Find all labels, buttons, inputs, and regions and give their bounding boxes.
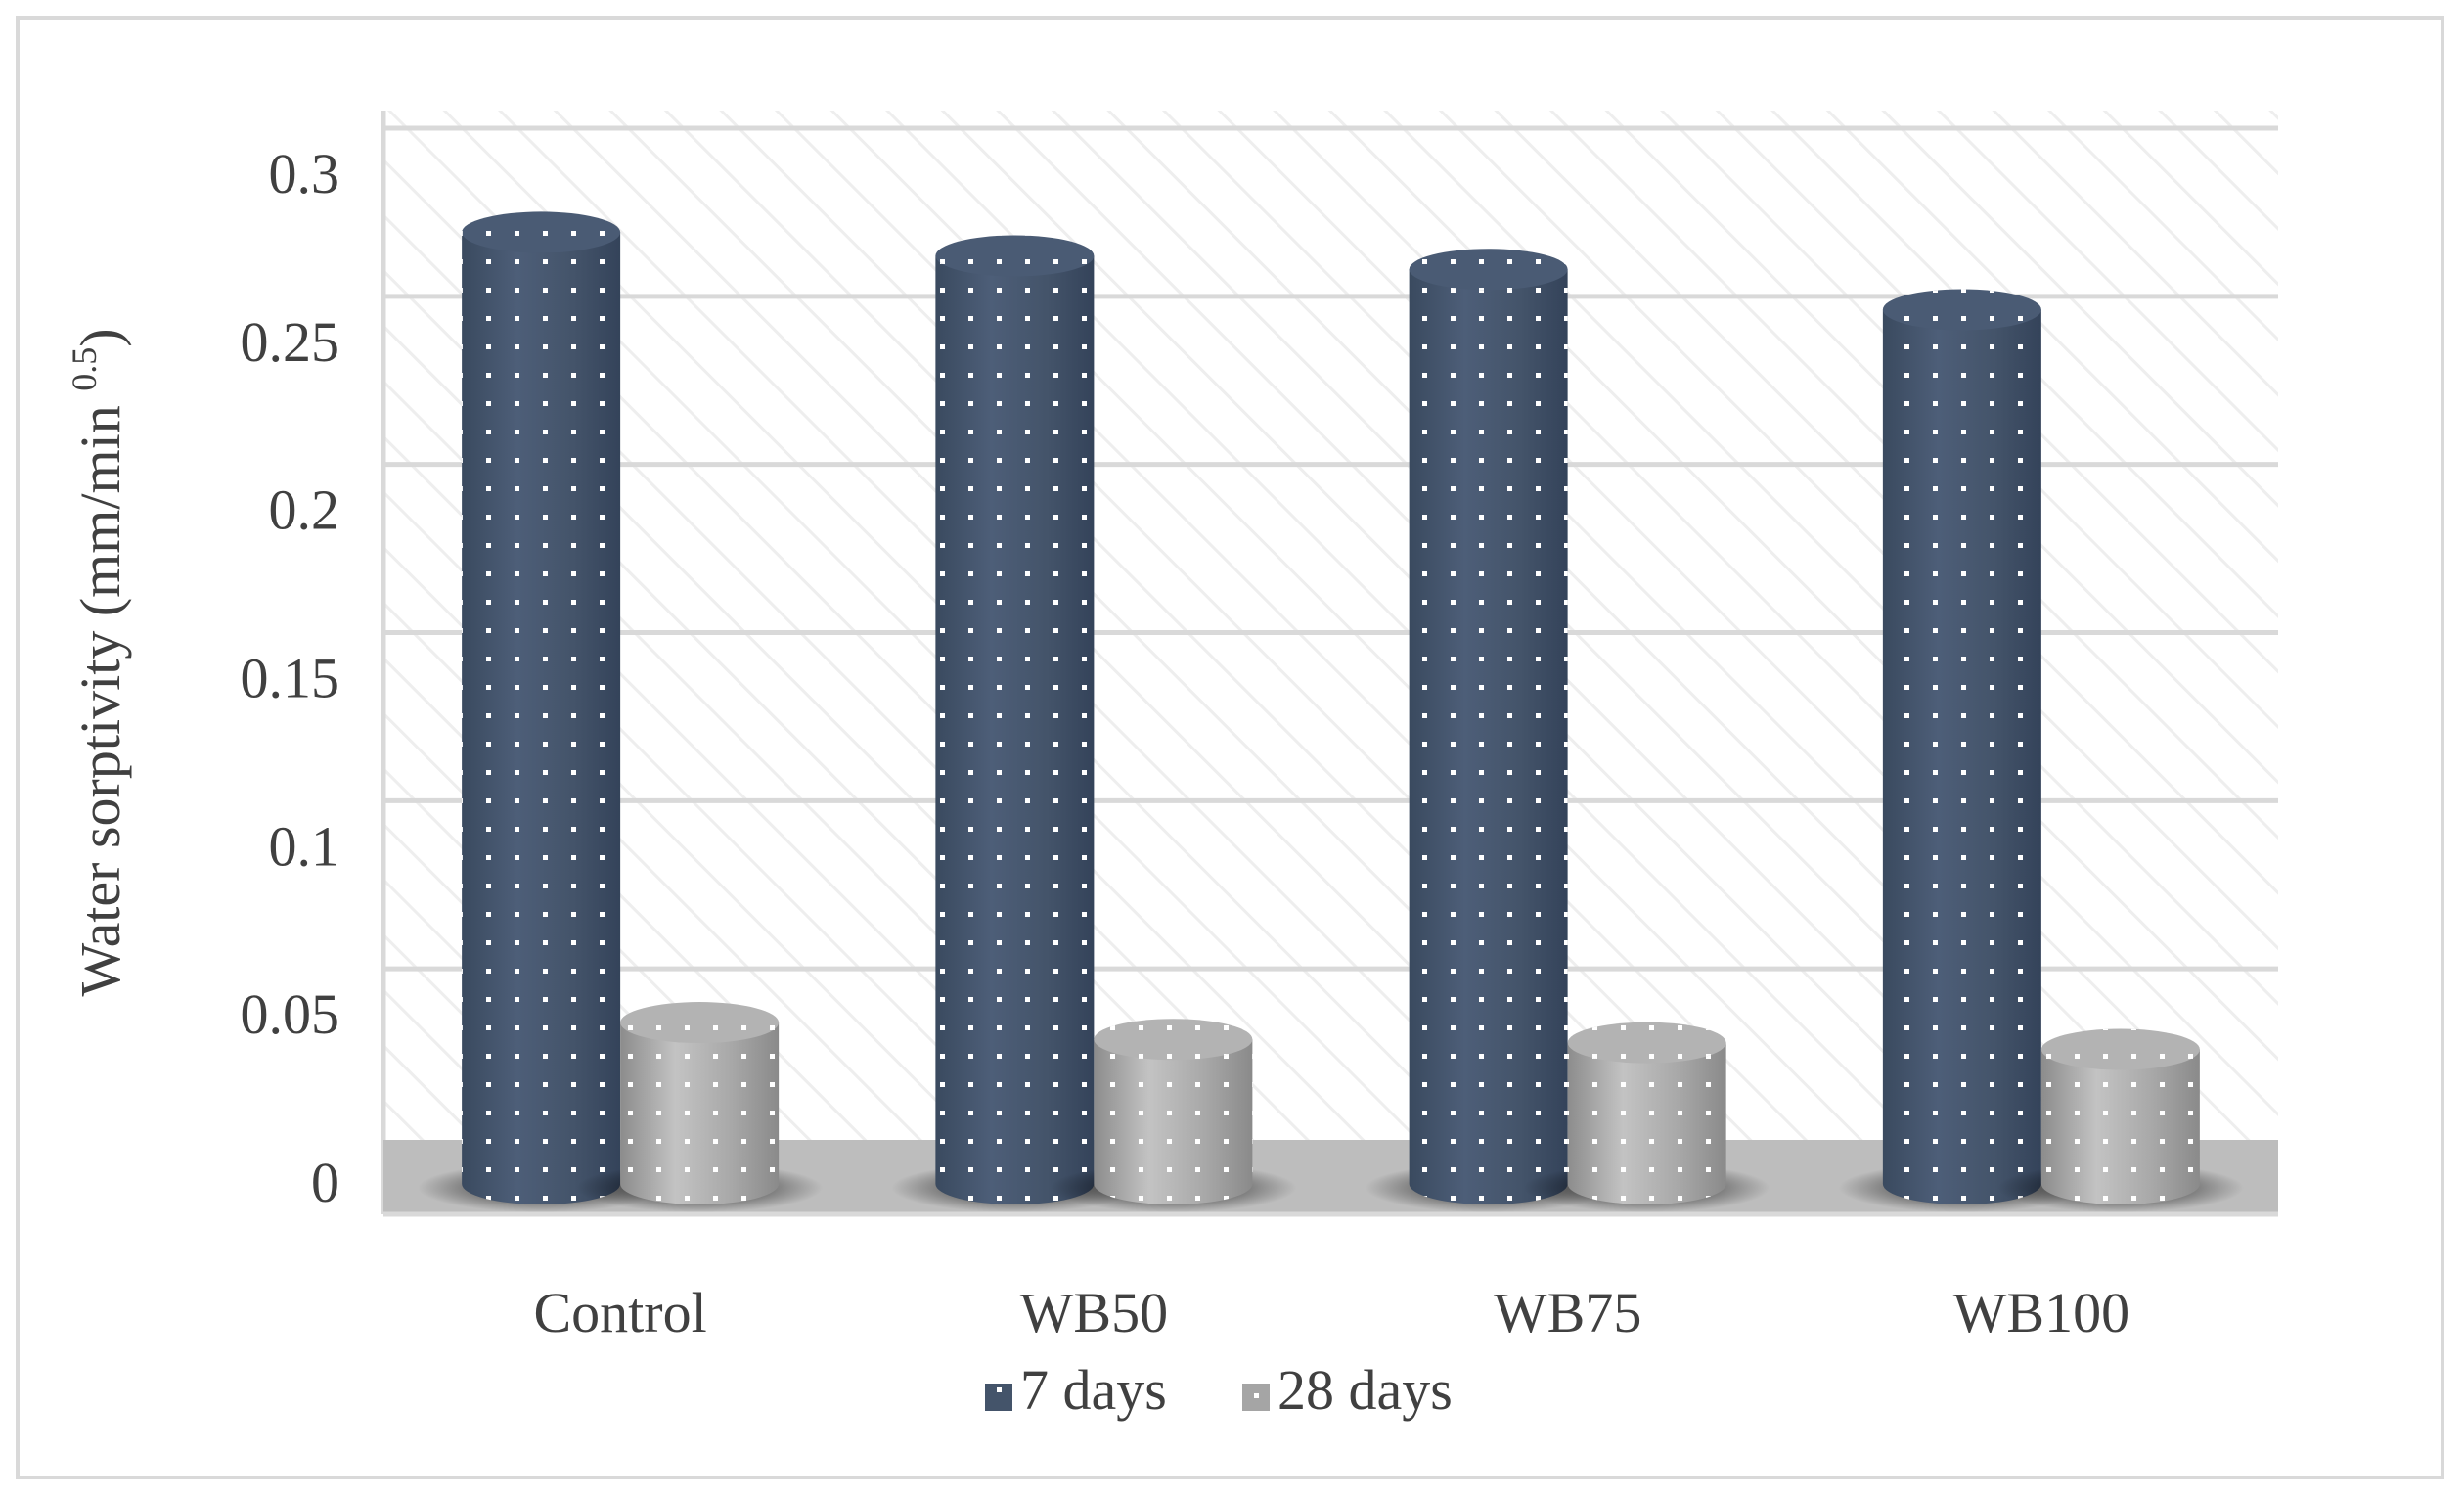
x-tick-label: WB100: [1953, 1281, 2129, 1344]
legend-label-7-days: 7 days: [1020, 1358, 1167, 1422]
bar-top-dots: [1409, 249, 1568, 291]
bar-7-days-WB75: [1365, 249, 1612, 1212]
chart-frame: 0 0.05 0.1 0.15 0.2 0.25 0.3 Control WB50 WB75 WB…: [16, 16, 2444, 1479]
y-tick-label: 0: [311, 1151, 339, 1214]
y-axis-title: Water sorptivity (mm/min 0.5): [65, 328, 132, 996]
legend: 7 days 28 days: [985, 1358, 1453, 1422]
x-tick-label: Control: [534, 1281, 707, 1344]
x-tick-labels: Control WB50 WB75 WB100: [534, 1281, 2130, 1344]
bar-dots: [462, 232, 621, 1204]
bar-28-days-Control: [576, 1002, 824, 1212]
y-tick-label: 0.1: [269, 814, 340, 878]
bar-28-days-WB100: [1996, 1028, 2244, 1212]
bar-dots: [620, 1022, 780, 1204]
bar-top-dots: [462, 211, 621, 253]
bar-28-days-WB50: [1050, 1019, 1297, 1212]
bar-dots: [2040, 1049, 2200, 1204]
y-axis-title-close: ): [68, 328, 132, 346]
bar-top-dots: [2040, 1028, 2200, 1070]
bar-top-dots: [1882, 289, 2041, 331]
y-tick-label: 0.15: [241, 647, 340, 710]
y-axis-title-main: Water sorptivity (mm/min: [68, 391, 132, 997]
bar-7-days-WB50: [891, 235, 1139, 1212]
y-tick-label: 0.25: [241, 310, 340, 374]
bar-dots: [935, 255, 1095, 1204]
legend-label-28-days: 28 days: [1277, 1358, 1453, 1422]
y-tick-labels: 0 0.05 0.1 0.15 0.2 0.25 0.3: [241, 142, 340, 1214]
bar-top-dots: [935, 235, 1095, 277]
legend-swatch-dot: [1254, 1393, 1259, 1398]
bar-dots: [1882, 309, 2041, 1204]
x-tick-label: WB75: [1494, 1281, 1641, 1344]
bar-top-dots: [1567, 1022, 1726, 1064]
legend-item-7-days: 7 days: [985, 1358, 1167, 1422]
x-tick-label: WB50: [1020, 1281, 1168, 1344]
bar-7-days-Control: [418, 211, 665, 1212]
y-tick-label: 0.3: [269, 142, 340, 205]
bars-layer: [418, 211, 2244, 1212]
bar-28-days-WB75: [1523, 1022, 1770, 1212]
bar-7-days-WB100: [1838, 289, 2085, 1212]
gridlines: [381, 111, 2278, 1214]
legend-swatch-dot: [997, 1387, 1002, 1392]
bar-top-dots: [620, 1002, 780, 1044]
legend-item-28-days: 28 days: [1242, 1358, 1453, 1422]
bar-dots: [1409, 269, 1568, 1204]
bar-chart: 0 0.05 0.1 0.15 0.2 0.25 0.3 Control WB50 WB75 WB…: [65, 111, 2278, 1422]
bar-dots: [1094, 1039, 1253, 1204]
y-tick-label: 0.2: [269, 478, 340, 542]
bar-dots: [1567, 1042, 1726, 1204]
y-tick-label: 0.05: [241, 982, 340, 1046]
y-axis-title-superscript: 0.5: [65, 347, 104, 391]
bar-top-dots: [1094, 1019, 1253, 1061]
